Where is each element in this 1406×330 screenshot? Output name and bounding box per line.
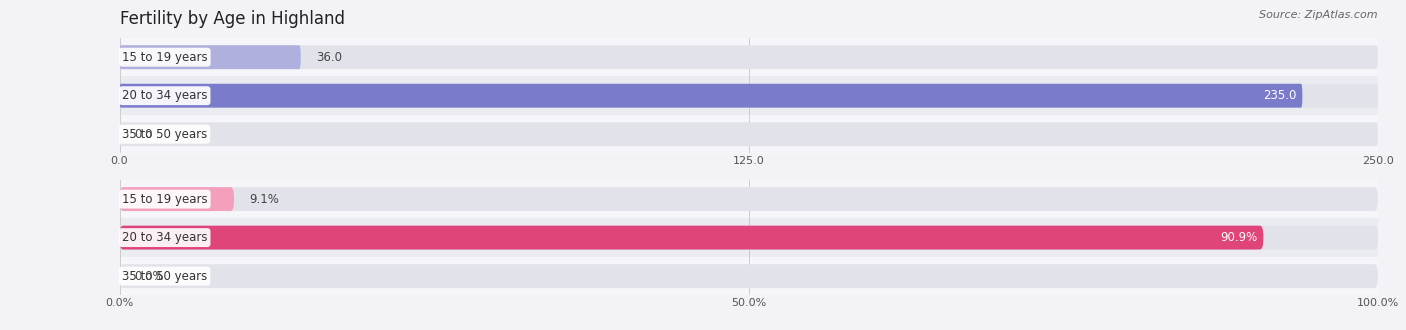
Text: 20 to 34 years: 20 to 34 years bbox=[122, 89, 208, 102]
Bar bbox=[120, 180, 1378, 218]
FancyBboxPatch shape bbox=[120, 264, 1378, 288]
FancyBboxPatch shape bbox=[120, 84, 1302, 108]
Text: Source: ZipAtlas.com: Source: ZipAtlas.com bbox=[1260, 10, 1378, 20]
FancyBboxPatch shape bbox=[120, 226, 1378, 249]
Text: Fertility by Age in Highland: Fertility by Age in Highland bbox=[120, 10, 344, 28]
Text: 15 to 19 years: 15 to 19 years bbox=[122, 51, 208, 64]
Bar bbox=[120, 218, 1378, 257]
Bar bbox=[120, 115, 1378, 153]
Text: 35 to 50 years: 35 to 50 years bbox=[122, 270, 207, 282]
Text: 35 to 50 years: 35 to 50 years bbox=[122, 128, 207, 141]
Text: 0.0%: 0.0% bbox=[135, 270, 165, 282]
Text: 9.1%: 9.1% bbox=[249, 193, 278, 206]
Text: 15 to 19 years: 15 to 19 years bbox=[122, 193, 208, 206]
FancyBboxPatch shape bbox=[120, 122, 1378, 146]
FancyBboxPatch shape bbox=[120, 187, 233, 211]
FancyBboxPatch shape bbox=[120, 187, 1378, 211]
Text: 36.0: 36.0 bbox=[316, 51, 342, 64]
FancyBboxPatch shape bbox=[120, 226, 1264, 249]
FancyBboxPatch shape bbox=[120, 45, 1378, 69]
Text: 90.9%: 90.9% bbox=[1220, 231, 1257, 244]
Text: 0.0: 0.0 bbox=[135, 128, 153, 141]
Text: 235.0: 235.0 bbox=[1263, 89, 1296, 102]
Bar bbox=[120, 38, 1378, 77]
Text: 20 to 34 years: 20 to 34 years bbox=[122, 231, 208, 244]
FancyBboxPatch shape bbox=[120, 45, 301, 69]
Bar bbox=[120, 257, 1378, 295]
Bar bbox=[120, 77, 1378, 115]
FancyBboxPatch shape bbox=[120, 84, 1378, 108]
